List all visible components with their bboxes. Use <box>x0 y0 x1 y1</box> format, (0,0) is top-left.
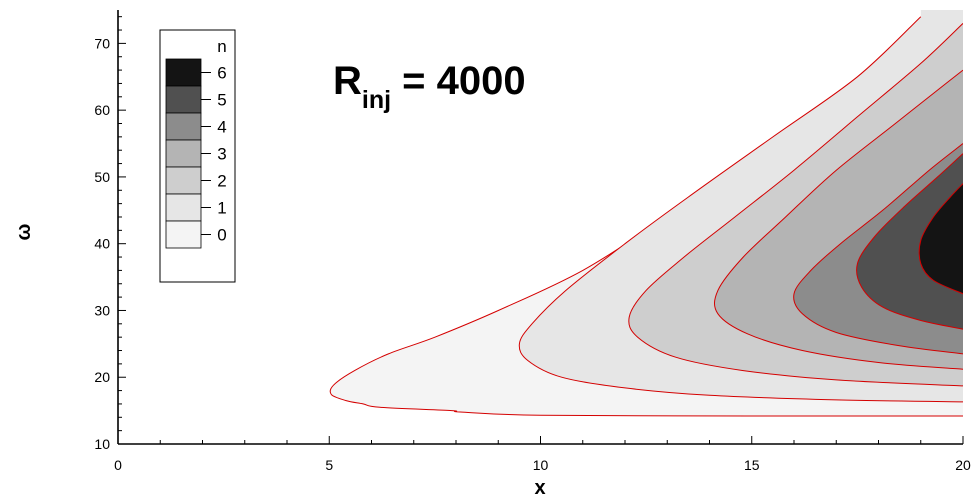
contour-fills <box>329 10 963 417</box>
contour-line-5 <box>793 143 963 355</box>
x-tick-label: 10 <box>533 457 549 473</box>
contour-line-2 <box>518 16 963 403</box>
legend: n 6 5 4 3 2 1 0 <box>159 29 236 283</box>
legend-swatch-3 <box>165 139 202 168</box>
legend-label-1: 1 <box>217 199 226 218</box>
legend-swatch-1 <box>165 193 202 222</box>
y-tick-label: 20 <box>94 369 110 385</box>
y-tick-label: 60 <box>94 102 110 118</box>
legend-label-3: 3 <box>217 145 226 164</box>
contour-line-6 <box>856 153 963 330</box>
contour-line-4 <box>713 69 963 370</box>
legend-label-4: 4 <box>217 118 226 137</box>
y-tick-label: 70 <box>94 35 110 51</box>
legend-swatch-2 <box>165 166 202 195</box>
legend-label-0: 0 <box>217 226 226 245</box>
legend-swatch-4 <box>165 112 202 141</box>
x-axis-title: x <box>534 477 545 498</box>
annotation-label: Rinj = 4000 <box>333 59 526 114</box>
contour-region-6 <box>856 153 963 330</box>
legend-swatch-0 <box>165 220 202 249</box>
y-axis-title: ω <box>13 223 35 240</box>
contour-line-7 <box>918 183 963 295</box>
legend-title: n <box>217 37 226 56</box>
x-tick-label: 0 <box>114 457 122 473</box>
x-tick-label: 5 <box>325 457 333 473</box>
y-tick-label: 50 <box>94 169 110 185</box>
annotation-subscript: inj <box>362 86 391 114</box>
y-tick-label: 30 <box>94 302 110 318</box>
annotation-main: R <box>333 59 362 103</box>
annotation-rest: = 4000 <box>391 59 526 103</box>
legend-swatch-6 <box>165 58 202 87</box>
x-tick-label: 15 <box>744 457 760 473</box>
y-tick-label: 40 <box>94 236 110 252</box>
legend-label-2: 2 <box>217 172 226 191</box>
contour-line-3 <box>628 23 963 387</box>
x-tick-label: 20 <box>955 457 971 473</box>
legend-swatch-5 <box>165 85 202 114</box>
legend-label-6: 6 <box>217 64 226 83</box>
y-tick-label: 10 <box>94 436 110 452</box>
contour-region-7 <box>919 183 963 294</box>
legend-label-5: 5 <box>217 91 226 110</box>
